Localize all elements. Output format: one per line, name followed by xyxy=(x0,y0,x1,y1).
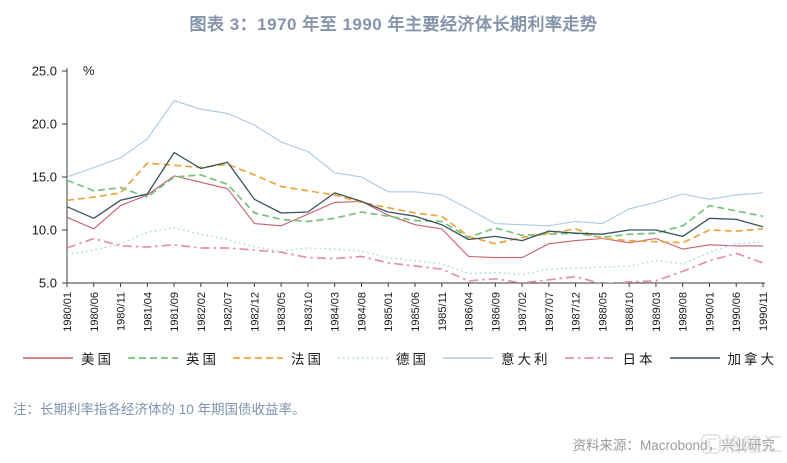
legend-item-us: 美国 xyxy=(22,348,114,368)
x-tick-label: 1982/02 xyxy=(196,292,208,332)
x-tick-label: 1985/06 xyxy=(410,292,422,332)
x-tick-label: 1984/08 xyxy=(356,292,368,332)
x-tick-label: 1987/02 xyxy=(517,292,529,332)
x-tick-label: 1986/09 xyxy=(490,292,502,332)
legend-line-sample-japan xyxy=(564,357,615,359)
y-tick-label: 20.0 xyxy=(32,117,57,132)
legend-item-uk: 英国 xyxy=(127,348,219,368)
y-tick-label: 15.0 xyxy=(32,170,57,185)
x-tick-label: 1990/06 xyxy=(731,292,743,332)
legend: 美国 英国 法国 德国 意大利 日本 加拿大 xyxy=(22,348,777,368)
y-tick-label: 10.0 xyxy=(32,223,57,238)
x-tick-label: 1980/11 xyxy=(116,292,128,331)
legend-label-italy: 意大利 xyxy=(501,352,551,367)
x-tick-label: 1983/05 xyxy=(276,292,288,332)
note: 注：长期利率指各经济体的 10 年期国债收益率。 xyxy=(13,402,306,417)
x-tick-label: 1982/07 xyxy=(223,292,235,332)
y-axis-unit-label: % xyxy=(83,63,95,78)
legend-item-japan: 日本 xyxy=(564,348,656,368)
legend-label-france: 法国 xyxy=(291,352,324,367)
x-tick-label: 1985/11 xyxy=(437,292,449,331)
x-tick-label: 1981/09 xyxy=(169,292,181,332)
series-line-germany xyxy=(67,227,763,276)
x-tick-label: 1990/11 xyxy=(758,292,770,331)
chart-title: 图表 3：1970 年至 1990 年主要经济体长期利率走势 xyxy=(189,15,598,34)
footer: 资料来源：Macrobond，兴业研究 汇 格隆汇 xyxy=(0,433,787,456)
line-chart: 5.0 10.0 15.0 20.0 25.0% 1980/01 1980/06 1980/1… xyxy=(0,38,787,350)
legend-item-france: 法国 xyxy=(232,348,324,368)
series-line-canada xyxy=(67,151,763,242)
series-line-france xyxy=(67,162,763,245)
legend-line-sample-italy xyxy=(443,357,493,359)
series-line-uk xyxy=(67,174,763,239)
legend-label-uk: 英国 xyxy=(186,352,219,367)
legend-label-canada: 加拿大 xyxy=(727,352,777,367)
legend-label-us: 美国 xyxy=(81,352,114,367)
series-line-japan xyxy=(67,237,763,283)
legend-item-canada: 加拿大 xyxy=(669,348,778,368)
x-tick-label: 1988/05 xyxy=(597,292,609,332)
legend-line-sample-uk xyxy=(128,357,178,359)
legend-line-sample-canada xyxy=(669,357,720,359)
x-tick-label: 1986/04 xyxy=(464,292,476,332)
legend-item-italy: 意大利 xyxy=(442,348,551,368)
legend-label-germany: 德国 xyxy=(396,352,429,367)
legend-item-germany: 德国 xyxy=(337,348,429,368)
x-tick-label: 1987/07 xyxy=(544,292,556,332)
x-tick-label: 1988/10 xyxy=(624,292,636,332)
y-tick-label: 5.0 xyxy=(39,276,57,291)
legend-line-sample-germany xyxy=(338,357,388,359)
x-tick-label: 1983/10 xyxy=(303,292,315,332)
x-tick-label: 1984/03 xyxy=(330,292,342,332)
y-tick-label: 25.0 xyxy=(32,64,57,79)
x-tick-label: 1981/04 xyxy=(142,292,154,332)
x-tick-label: 1989/03 xyxy=(651,292,663,332)
x-tick-label: 1989/08 xyxy=(678,292,690,332)
legend-line-sample-france xyxy=(233,357,283,359)
x-tick-label: 1980/06 xyxy=(89,292,101,332)
source: 资料来源：Macrobond，兴业研究 xyxy=(572,438,775,453)
chart-canvas: 5.0 10.0 15.0 20.0 25.0 % 1980/01 1980/06 1980/1… xyxy=(32,63,770,332)
x-tick-label: 1980/01 xyxy=(62,292,74,332)
legend-line-sample-us xyxy=(23,357,73,359)
x-tick-label: 1990/01 xyxy=(704,292,716,332)
series-line-italy xyxy=(67,100,763,227)
series-line-us xyxy=(67,175,763,259)
x-tick-label: 1982/12 xyxy=(249,292,261,332)
legend-label-japan: 日本 xyxy=(622,352,656,367)
x-tick-label: 1985/01 xyxy=(383,292,395,332)
x-tick-label: 1987/12 xyxy=(571,292,583,332)
